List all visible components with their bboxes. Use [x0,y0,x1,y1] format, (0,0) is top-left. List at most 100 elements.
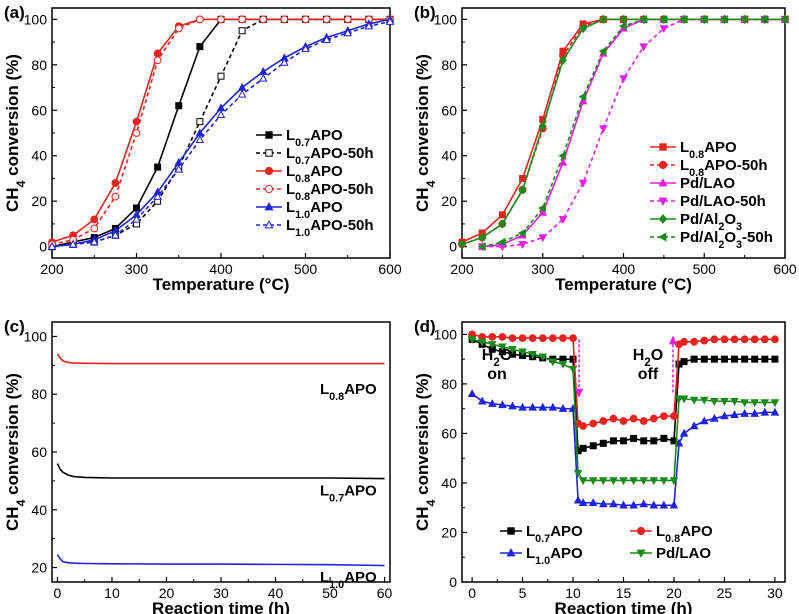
data-point [559,334,567,342]
data-point [322,15,331,24]
panel-label: (a) [4,3,25,22]
data-point [280,15,289,24]
data-point [609,437,617,445]
x-tick-label: 40 [268,585,284,601]
legend-marker [264,166,274,176]
legend-marker [507,527,515,535]
data-point [719,15,728,24]
data-point [573,495,583,504]
legend-marker [264,202,274,211]
data-point [132,117,141,126]
data-point [589,419,598,428]
data-point [569,334,577,342]
series-1 [468,335,779,455]
series-1 [458,15,789,246]
series-6 [477,15,789,251]
y-tick-label: 100 [24,328,48,344]
data-point [90,224,99,233]
series-label: L1.0APO [320,569,377,591]
data-point [538,353,548,362]
data-point [578,179,588,188]
series-6 [47,16,395,250]
legend-label: L0.8APO-50h [680,157,768,179]
legend-entry: L1.0APO [500,545,583,567]
y-tick-label: 80 [31,57,47,73]
data-point [710,335,719,344]
data-point [588,498,598,506]
data-point [619,417,628,425]
data-point [343,15,352,24]
legend-entry: Pd/LAO-50h [650,193,766,210]
data-point [760,407,770,416]
data-point [528,402,537,411]
data-point [343,28,353,37]
data-point [710,355,718,363]
data-point [639,477,648,486]
data-point [589,442,597,450]
data-point [477,242,486,251]
data-point [258,66,268,75]
legend-marker [658,232,667,242]
data-point [770,399,780,408]
data-point [674,395,684,404]
legend-label: Pd/Al2O3 [680,211,742,233]
data-point [690,337,699,346]
legend-label: L0.8APO [286,163,343,185]
data-point [741,355,749,363]
data-point [578,477,588,486]
data-point [609,499,618,508]
legend-label: Pd/LAO-50h [680,193,766,210]
data-point [649,477,659,486]
data-point [195,135,205,144]
x-tick-label: 10 [565,585,581,601]
data-point [517,228,526,238]
data-point [639,43,648,52]
legend-marker [636,549,646,558]
data-point [780,15,789,24]
series-1 [56,353,385,365]
data-point [630,434,638,442]
series-line [471,338,775,482]
legend-entry: L0.7APO [256,127,343,149]
annotation-text: H2O [482,347,512,369]
legend-label: Pd/LAO [680,175,735,192]
legend-entry: L0.8APO [650,139,737,161]
x-axis-title: Reaction time (h) [152,599,290,614]
y-tick-label: 60 [441,102,457,118]
data-point [598,46,607,56]
data-point [498,343,507,352]
x-axis-title: Temperature (°C) [555,275,692,294]
data-point [730,410,739,419]
data-point [680,358,688,366]
data-point [740,408,749,417]
data-point [659,15,668,24]
legend-marker [265,149,273,157]
data-point [578,92,587,101]
data-point [237,89,247,98]
data-point [238,27,246,35]
data-point [760,399,770,408]
data-point [750,408,760,417]
data-point [639,417,648,425]
data-point [659,412,668,420]
y-tick-label: 60 [441,425,457,441]
x-tick-label: 500 [693,261,717,277]
data-point [569,355,577,363]
data-point [679,395,689,404]
panel-label: (d) [414,317,436,336]
data-point [478,232,487,243]
y-tick-label: 0 [449,239,457,255]
data-point [111,179,120,187]
legend-entry: L0.8APO-50h [650,157,768,179]
y-tick-label: 80 [441,376,457,392]
data-point [609,477,618,486]
data-point [487,399,497,407]
series-2 [56,463,385,480]
legend-entry: L0.8APO [256,163,343,185]
data-point [659,25,669,34]
data-point [518,334,527,342]
data-point [699,416,709,425]
legend-label: Pd/Al2O3-50h [680,229,773,251]
panel-label: (b) [414,3,436,22]
x-tick-label: 500 [294,261,318,277]
